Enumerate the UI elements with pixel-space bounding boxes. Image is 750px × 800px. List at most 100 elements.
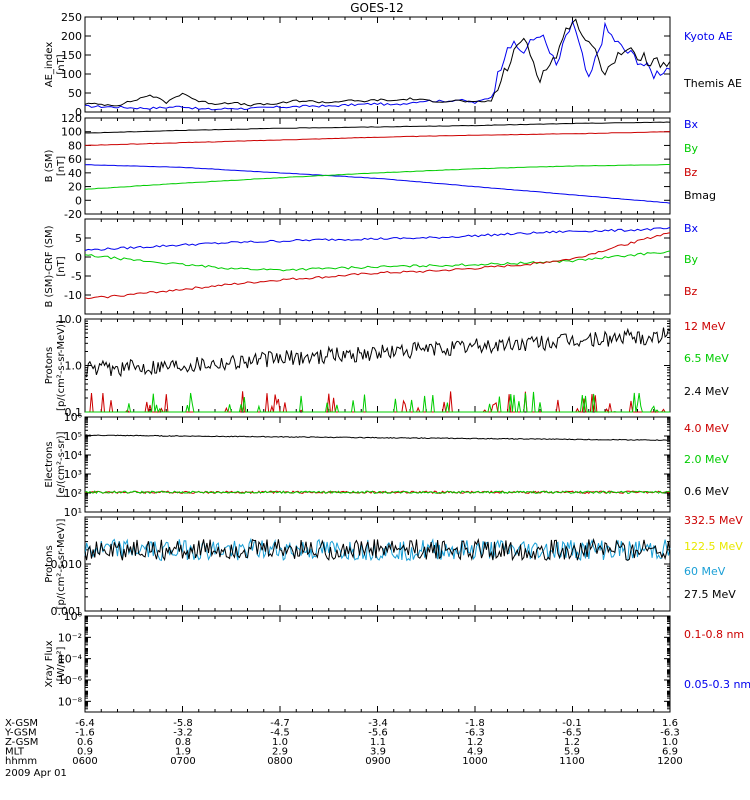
x-row-value: -3.4	[368, 718, 388, 729]
x-row-value: 1.2	[467, 737, 483, 748]
panel-frame	[84, 416, 671, 513]
panel-ae: 0 50 100 150 200 250 AE_index [nT] Kyoto AE Themi…	[44, 11, 742, 119]
x-row-value: 3.9	[370, 747, 386, 758]
x-row-value: 1100	[559, 756, 584, 767]
x-row-value: -4.5	[270, 728, 290, 739]
y-axis-label: Protons	[44, 545, 55, 582]
y-tick-label: 10⁻⁴	[58, 653, 83, 666]
y-tick-label: 0.1	[65, 406, 83, 419]
y-tick-label: -20	[64, 208, 82, 221]
series-line-6-5-mev	[85, 391, 670, 414]
x-row-label-mlt: MLT	[5, 747, 25, 758]
legend-bz: Bz	[684, 166, 698, 179]
y-axis-unit: [p/(cm²-s-sr-MeV)]	[56, 320, 67, 411]
x-row-value: 0.8	[175, 737, 191, 748]
y-tick-label: 5	[75, 232, 82, 245]
x-row-value: 0700	[170, 756, 195, 767]
y-tick-label: 100	[61, 126, 82, 139]
legend-0-05-0-3-nm: 0.05-0.3 nm	[684, 678, 750, 691]
y-tick-label: 0	[75, 194, 82, 207]
y-axis-unit: [nT]	[56, 156, 67, 176]
series-line-bx	[84, 226, 671, 251]
series-line-by	[84, 250, 671, 272]
panel-frame	[84, 615, 671, 713]
x-row-value: 1.0	[662, 737, 678, 748]
x-row-value: 1.9	[175, 747, 191, 758]
y-tick-label: 1.0	[65, 360, 83, 373]
x-row-value: 2.9	[272, 747, 288, 758]
y-tick-label: 200	[61, 30, 82, 43]
legend-0-1-0-8-nm: 0.1-0.8 nm	[684, 628, 744, 641]
x-row-value: 1.1	[370, 737, 386, 748]
panel-protons: 0.1 1.0 10.0 Protons [p/(cm²-s-sr-MeV)] 12 Me…	[44, 313, 729, 419]
x-row-value: 0.6	[77, 737, 93, 748]
legend-0-6-mev: 0.6 MeV	[684, 485, 729, 498]
panel-xray: 10⁻⁸ 10⁻⁶ 10⁻⁴ 10⁻² 10⁰ Xray Flux [W/m²] 0.1-0.…	[44, 610, 750, 713]
y-axis-unit: [W/m²]	[56, 646, 67, 681]
x-row-value: 1.0	[272, 737, 288, 748]
series-line-bz	[84, 131, 671, 146]
x-row-value: 1.2	[564, 737, 580, 748]
x-row-value: 0800	[267, 756, 292, 767]
series-line-bx	[84, 164, 671, 204]
y-tick-label: 10³	[64, 468, 82, 481]
legend-27-5-mev: 27.5 MeV	[684, 588, 736, 601]
y-tick-label: 10²	[64, 487, 82, 500]
y-tick-label: 150	[61, 49, 82, 62]
series-line-kyoto-ae	[85, 19, 671, 111]
x-row-value: 0.9	[77, 747, 93, 758]
x-row-label-y-gsm: Y-GSM	[4, 728, 37, 739]
y-axis-label: B (SM)-CRF (SM)	[44, 225, 55, 307]
y-tick-label: 10⁰	[64, 610, 83, 623]
x-row-value: 0900	[365, 756, 390, 767]
x-row-value: 1200	[657, 756, 682, 767]
y-tick-label: 10⁶	[64, 411, 83, 424]
legend-bz: Bz	[684, 285, 698, 298]
y-tick-label: 60	[68, 153, 82, 166]
y-tick-label: 0	[75, 251, 82, 264]
y-tick-label: -10	[64, 289, 82, 302]
y-tick-label: 10⁴	[64, 449, 83, 462]
x-row-value: -6.3	[660, 728, 680, 739]
legend-12-mev: 12 MeV	[684, 320, 726, 333]
y-axis-label: B (SM)	[44, 149, 55, 182]
legend-2-0-mev: 2.0 MeV	[684, 453, 729, 466]
legend-332-5-mev: 332.5 MeV	[684, 514, 743, 527]
y-tick-label: 0	[75, 106, 82, 119]
x-row-value: 1.6	[662, 718, 678, 729]
panel-electrons: 10¹ 10² 10³ 10⁴ 10⁵ 10⁶ Electrons [e/(cm²-s-sr)…	[44, 411, 729, 519]
y-tick-label: 250	[61, 11, 82, 24]
series-line-27-5-mev	[84, 537, 671, 562]
y-tick-label: 80	[68, 139, 82, 152]
x-row-value: -6.5	[562, 728, 582, 739]
x-row-label-x-gsm: X-GSM	[5, 718, 38, 729]
panel-frame	[84, 16, 671, 113]
x-row-value: 5.9	[564, 747, 580, 758]
legend-6-5-mev: 6.5 MeV	[684, 352, 729, 365]
x-row-value: -6.4	[75, 718, 95, 729]
legend-2-4-mev: 2.4 MeV	[684, 385, 729, 398]
panel-bdiff: -10 -5 0 5 B (SM)-CRF (SM) [nT] Bx By Bz	[44, 218, 699, 315]
series-line-60-mev	[84, 537, 671, 562]
y-axis-label: Protons	[44, 347, 55, 384]
y-tick-label: 50	[68, 87, 82, 100]
legend-kyoto-ae: Kyoto AE	[684, 30, 733, 43]
y-tick-label: 0.001	[51, 605, 83, 618]
y-axis-label: AE_index	[44, 42, 55, 88]
date-label: 2009 Apr 01	[5, 768, 67, 779]
y-tick-label: 20	[68, 181, 82, 194]
y-tick-label: 0.010	[51, 558, 83, 571]
panel-frame	[84, 516, 671, 612]
x-row-value: -1.6	[75, 728, 95, 739]
x-row-label-z-gsm: Z-GSM	[5, 737, 38, 748]
y-tick-label: 10⁻⁸	[58, 695, 83, 708]
series-line-0-6-mev	[84, 434, 671, 441]
series-line-by	[84, 164, 670, 190]
x-row-value: -1.8	[465, 718, 485, 729]
y-axis-unit: [p/(cm²-s-sr-MeV)]	[56, 518, 67, 609]
y-tick-label: 120	[61, 112, 82, 125]
panel-frame	[84, 218, 671, 315]
